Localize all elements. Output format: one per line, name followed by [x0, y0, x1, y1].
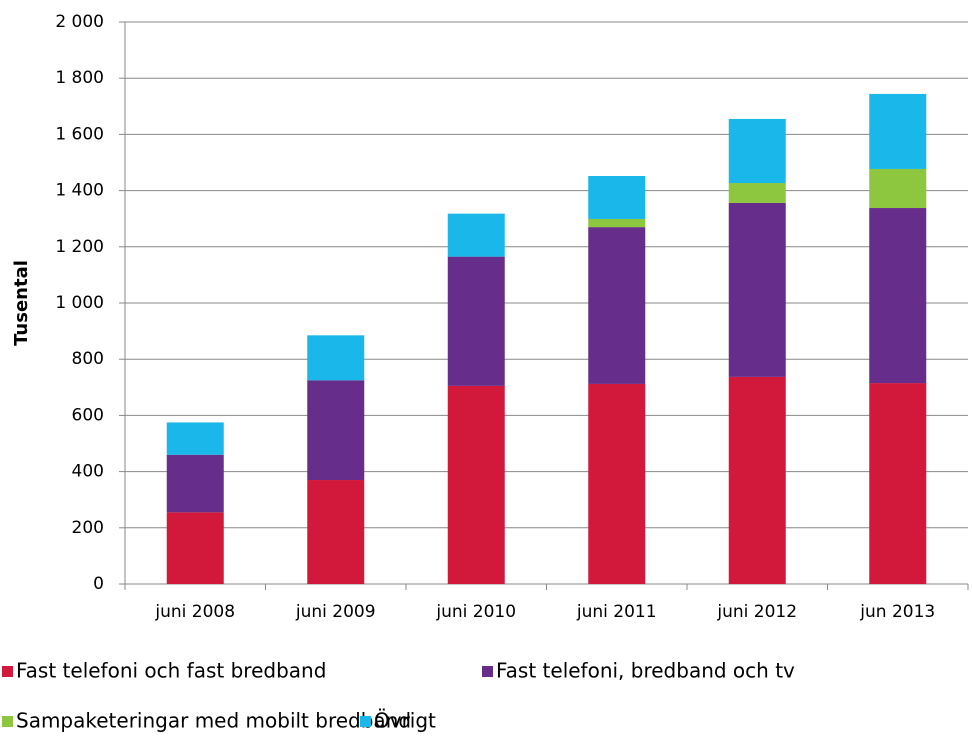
- bar-segment: [447, 385, 505, 584]
- y-tick-label: 1 600: [55, 124, 104, 144]
- legend-label: Fast telefoni och fast bredband: [16, 659, 326, 683]
- y-tick-label: 1 400: [55, 181, 104, 201]
- y-tick-label: 0: [93, 574, 104, 594]
- x-tick-label: juni 2010: [435, 602, 516, 622]
- y-tick-label: 200: [72, 518, 104, 538]
- bar-segment: [166, 512, 224, 584]
- bar-segment: [728, 118, 786, 184]
- y-tick-label: 400: [72, 462, 104, 482]
- bar-segment: [588, 227, 646, 384]
- bar-segment: [447, 256, 505, 386]
- x-tick-label: juni 2011: [576, 602, 657, 622]
- bar-segment: [166, 454, 224, 513]
- x-tick-label: juni 2009: [295, 602, 376, 622]
- y-tick-label: 1 000: [55, 293, 104, 313]
- bar-segment: [869, 168, 927, 209]
- bar-segment: [307, 380, 365, 481]
- bar-segment: [728, 202, 786, 377]
- y-tick-label: 800: [72, 349, 104, 369]
- legend-swatch: [482, 666, 493, 677]
- bar-segment: [307, 480, 365, 584]
- bar-segment: [728, 376, 786, 584]
- legend-swatch: [2, 666, 13, 677]
- y-tick-label: 1 800: [55, 68, 104, 88]
- y-axis-label: Tusental: [11, 260, 32, 346]
- y-tick-label: 2 000: [55, 12, 104, 32]
- bar-segment: [166, 422, 224, 455]
- bar-segment: [728, 183, 786, 203]
- legend-swatch: [2, 716, 13, 727]
- x-tick-label: juni 2012: [716, 602, 797, 622]
- legend-label: Övrigt: [374, 709, 436, 733]
- bar-segment: [869, 93, 927, 169]
- y-tick-label: 600: [72, 405, 104, 425]
- legend-swatch: [360, 716, 371, 727]
- bar-segment: [307, 335, 365, 381]
- legend-label: Sampaketeringar med mobilt bredband: [16, 709, 411, 733]
- x-tick-label: juni 2008: [154, 602, 235, 622]
- y-tick-label: 1 200: [55, 237, 104, 257]
- bar-segment: [588, 218, 646, 228]
- legend-label: Fast telefoni, bredband och tv: [496, 659, 795, 683]
- x-tick-label: jun 2013: [859, 602, 935, 622]
- bar-segment: [588, 383, 646, 584]
- bar-segment: [869, 208, 927, 384]
- bar-segment: [447, 213, 505, 257]
- bar-segment: [588, 175, 646, 219]
- bar-segment: [869, 383, 927, 584]
